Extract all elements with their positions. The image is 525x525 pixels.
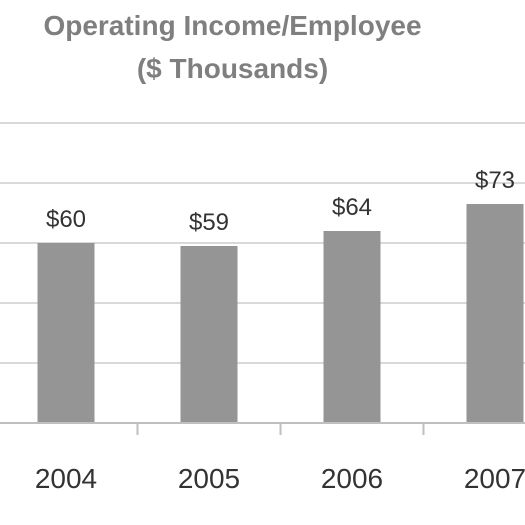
bar [323, 231, 381, 423]
bar [180, 246, 238, 423]
chart-title-line1: Operating Income/Employee [43, 10, 422, 41]
bar [466, 204, 524, 423]
x-tick-label: 2004 [35, 463, 97, 494]
data-label: $64 [332, 194, 372, 221]
data-label: $60 [46, 206, 86, 233]
x-tick-label: 2006 [321, 463, 383, 494]
x-tick-label: 2005 [178, 463, 240, 494]
data-label: $59 [189, 209, 229, 236]
chart-title-line2: ($ Thousands) [136, 53, 329, 84]
x-tick-label: 2007 [464, 463, 525, 494]
bar [37, 243, 95, 423]
data-label: $73 [475, 167, 515, 194]
